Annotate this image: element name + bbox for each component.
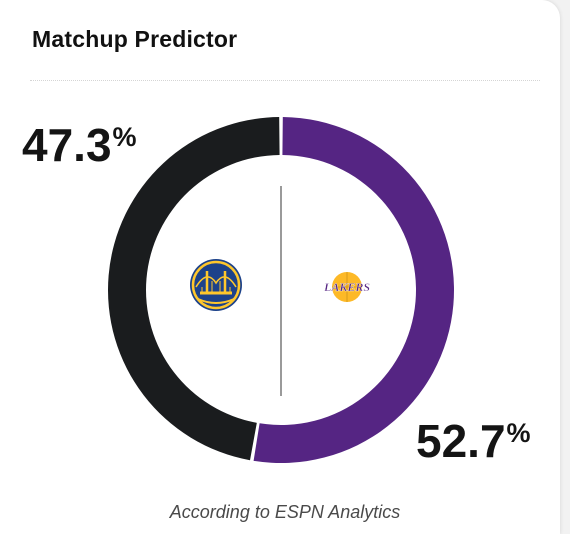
source-attribution: According to ESPN Analytics — [169, 502, 401, 522]
title-divider — [30, 80, 540, 81]
percent-sign: % — [112, 122, 137, 152]
lakers-win-percentage: 52.7% — [416, 418, 531, 464]
warriors-win-value: 47.3 — [22, 119, 112, 171]
donut-segment-lakers — [253, 117, 454, 463]
lakers-win-value: 52.7 — [416, 415, 506, 467]
percent-sign: % — [506, 418, 531, 448]
donut-segment-warriors — [107, 117, 280, 461]
card-title: Matchup Predictor — [32, 26, 238, 52]
lakers-logo-text: LAKERS — [323, 280, 370, 294]
los-angeles-lakers-logo-icon: LAKERS — [323, 272, 370, 302]
warriors-win-percentage: 47.3% — [22, 122, 137, 168]
golden-state-warriors-logo-icon — [190, 259, 242, 311]
